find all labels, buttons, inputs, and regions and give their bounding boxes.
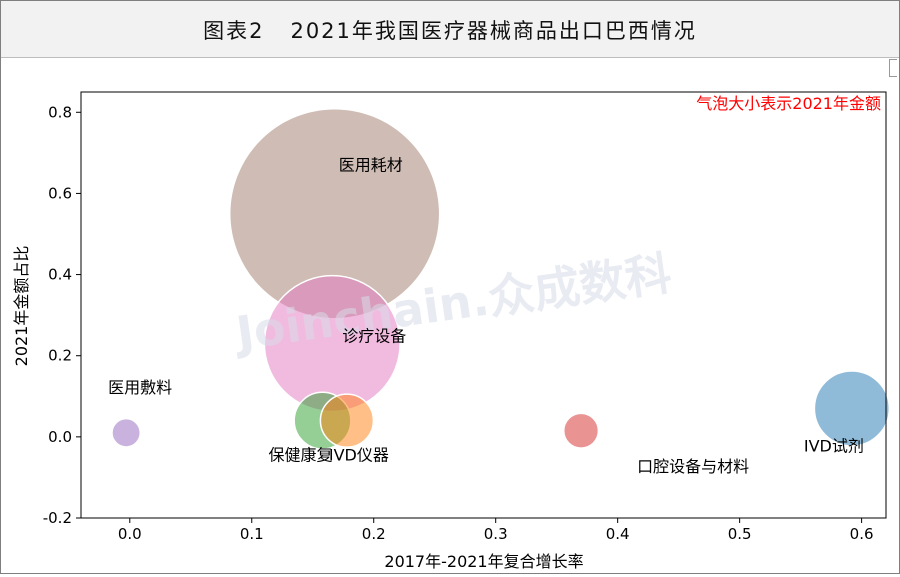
bubble xyxy=(111,417,142,448)
x-tick-label: 0.5 xyxy=(728,525,752,543)
y-tick-label: 0.8 xyxy=(48,103,72,121)
x-tick-label: 0.1 xyxy=(240,525,264,543)
y-axis-label: 2021年金额占比 xyxy=(12,246,31,367)
axes-box xyxy=(80,91,887,519)
bubble-label: IVD仪器 xyxy=(329,446,389,465)
x-axis-label: 2017年-2021年复合增长率 xyxy=(384,552,583,571)
y-tick-label: -0.2 xyxy=(43,509,72,527)
bubble-label: 医用耗材 xyxy=(339,156,403,175)
x-tick-label: 0.4 xyxy=(606,525,630,543)
bubble xyxy=(813,370,891,447)
bubble xyxy=(562,412,600,449)
bubble-label: IVD试剂 xyxy=(804,436,864,455)
x-axis-ticks: 0.0 0.1 0.2 0.3 0.4 0.5 0.6 xyxy=(118,518,874,543)
bubbles-layer xyxy=(111,107,891,450)
bubble-label: 保健康复 xyxy=(268,446,332,465)
plot-area: Joinchain.众成数科 0.0 0.1 0.2 0.3 0.4 0.5 0.6 -0.… xyxy=(1,58,899,573)
bubble-size-note: 气泡大小表示2021年金额 xyxy=(696,94,881,113)
bubble-label: 医用敷料 xyxy=(108,378,172,397)
x-tick-label: 0.2 xyxy=(362,525,386,543)
bubble-chart: Joinchain.众成数科 0.0 0.1 0.2 0.3 0.4 0.5 0.6 -0.… xyxy=(12,91,891,571)
y-tick-label: 0.6 xyxy=(48,184,72,202)
x-tick-label: 0.6 xyxy=(850,525,874,543)
x-tick-label: 0.0 xyxy=(118,525,142,543)
x-tick-label: 0.3 xyxy=(484,525,508,543)
bubble-label: 诊疗设备 xyxy=(342,327,406,346)
y-tick-label: 0.0 xyxy=(48,428,72,446)
figure-title: 图表2 2021年我国医疗器械商品出口巴西情况 xyxy=(203,19,697,43)
bubble-label: 口腔设备与材料 xyxy=(637,457,749,476)
title-bar: 图表2 2021年我国医疗器械商品出口巴西情况 xyxy=(1,1,899,58)
y-axis-ticks: -0.2 0.0 0.2 0.4 0.6 0.8 xyxy=(43,103,81,527)
y-tick-label: 0.4 xyxy=(48,266,72,284)
scrollbar-stub[interactable] xyxy=(889,59,897,77)
bubble xyxy=(319,393,375,448)
y-tick-label: 0.2 xyxy=(48,347,72,365)
